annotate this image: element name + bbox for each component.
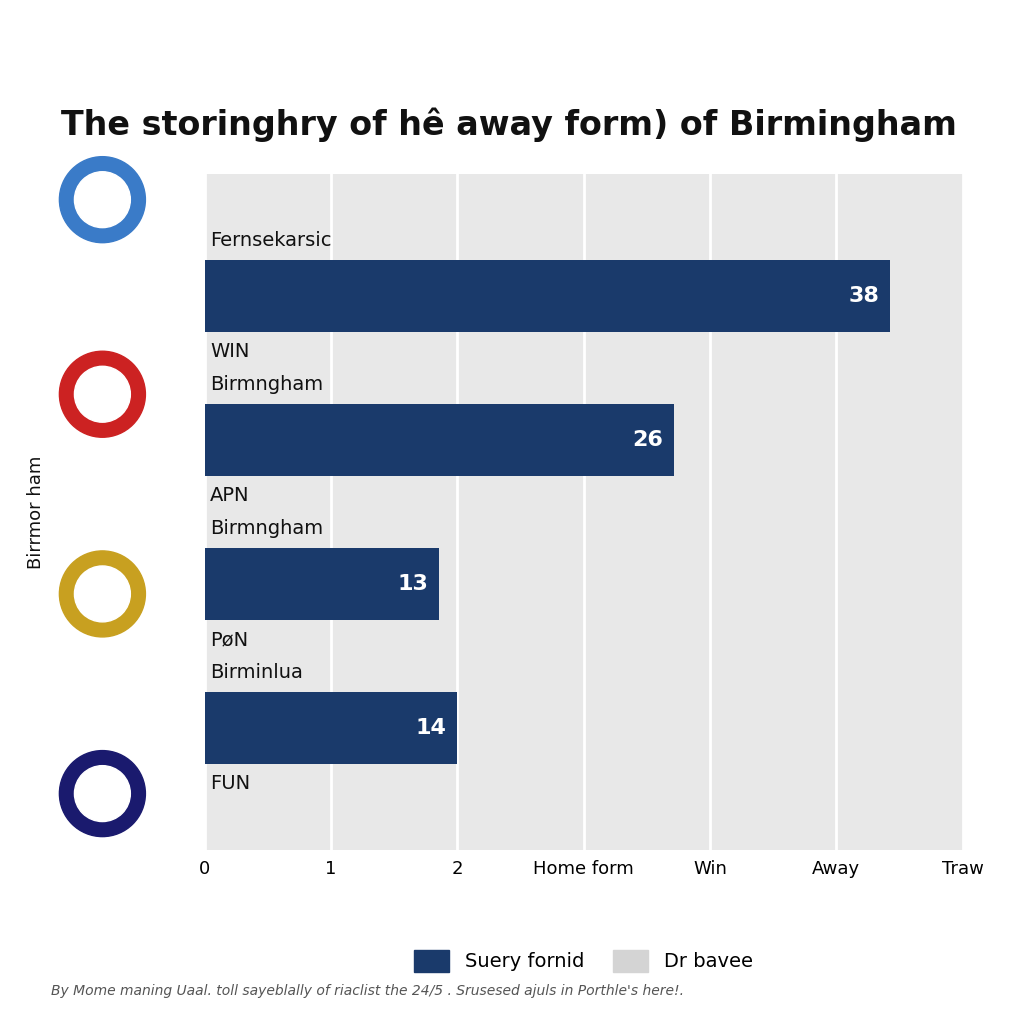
Text: 14: 14 <box>416 718 446 737</box>
Text: Fernsekarsic: Fernsekarsic <box>210 231 332 250</box>
Bar <box>205 404 674 476</box>
Text: Birrmor ham: Birrmor ham <box>27 456 45 568</box>
Text: Birmngham: Birmngham <box>210 375 324 394</box>
Text: By Mome maning Uaal. toll sayeblally of riaclist the 24/5 . Srusesed ajuls in Po: By Mome maning Uaal. toll sayeblally of … <box>51 984 684 998</box>
Text: Birminlua: Birminlua <box>210 663 303 682</box>
Text: Birmngham: Birmngham <box>210 519 324 538</box>
Text: The storinghry of hê away form) of Birmingham: The storinghry of hê away form) of Birmi… <box>61 108 957 142</box>
Bar <box>205 260 891 332</box>
Text: PøN: PøN <box>210 630 249 649</box>
Text: 38: 38 <box>849 287 880 306</box>
Text: APN: APN <box>210 486 250 505</box>
Legend: Suery fornid, Dr bavee: Suery fornid, Dr bavee <box>415 949 753 972</box>
Text: 26: 26 <box>632 430 664 451</box>
Text: 13: 13 <box>397 573 428 594</box>
Text: FUN: FUN <box>210 774 250 793</box>
Bar <box>205 692 458 764</box>
Bar <box>205 548 439 620</box>
Text: WIN: WIN <box>210 342 250 361</box>
